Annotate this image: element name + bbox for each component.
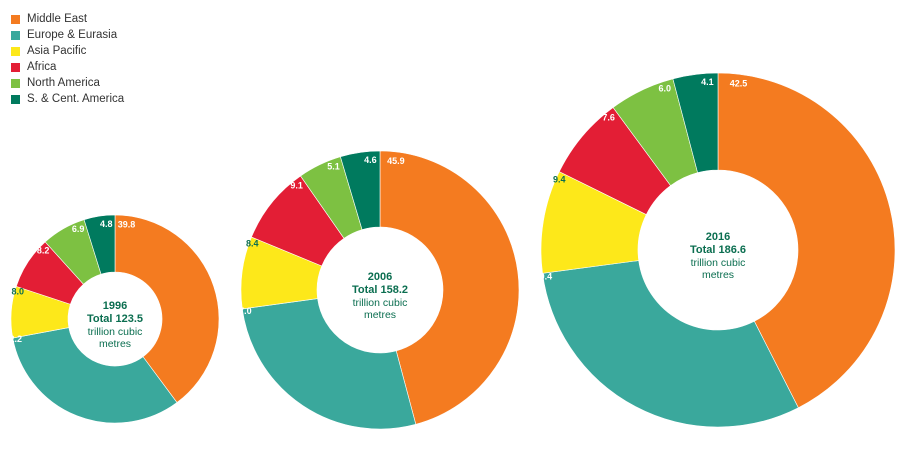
center-total: Total 123.5	[87, 313, 143, 325]
value-label: 6.0	[658, 84, 671, 94]
legend-item-europe-eurasia: Europe & Eurasia	[11, 27, 124, 43]
legend: Middle East Europe & Eurasia Asia Pacifi…	[11, 11, 124, 107]
slice-europe-eurasia	[12, 327, 178, 424]
value-label: 32.2	[5, 334, 23, 344]
legend-item-north-america: North America	[11, 75, 124, 91]
legend-swatch	[11, 94, 20, 104]
legend-swatch	[11, 30, 20, 40]
center-unit: trillion cubic	[88, 326, 143, 338]
slice-europe-eurasia	[542, 260, 799, 428]
center-unit: metres	[99, 338, 131, 350]
legend-swatch	[11, 14, 20, 24]
legend-item-s-cent-america: S. & Cent. America	[11, 91, 124, 107]
value-label: 45.9	[387, 156, 405, 166]
legend-label: North America	[27, 77, 100, 89]
center-total: Total 186.6	[690, 244, 746, 256]
center-year: 2006	[368, 271, 392, 283]
value-label: 4.6	[364, 155, 377, 165]
value-label: 6.9	[72, 224, 85, 234]
legend-label: Africa	[27, 61, 57, 73]
legend-label: S. & Cent. America	[27, 93, 125, 105]
slice-s-cent-america	[83, 214, 116, 275]
legend-item-asia-pacific: Asia Pacific	[11, 43, 124, 59]
value-label: 39.8	[118, 220, 136, 230]
legend-swatch	[11, 78, 20, 88]
legend-label: Europe & Eurasia	[27, 29, 118, 41]
value-label: 8.4	[246, 239, 259, 249]
value-label: 9.4	[553, 175, 566, 185]
value-label: 4.8	[100, 219, 113, 229]
value-label: 27.0	[234, 306, 252, 316]
center-unit: trillion cubic	[353, 297, 408, 309]
slice-s-cent-america	[672, 72, 719, 174]
slice-middle-east	[379, 150, 520, 425]
legend-item-africa: Africa	[11, 59, 124, 75]
value-label: 4.1	[701, 77, 714, 87]
legend-label: Middle East	[27, 13, 88, 25]
center-year: 1996	[103, 300, 127, 312]
center-unit: metres	[364, 309, 396, 321]
value-label: 30.4	[535, 271, 553, 281]
legend-label: Asia Pacific	[27, 45, 87, 57]
center-total: Total 158.2	[352, 284, 408, 296]
slice-middle-east	[717, 72, 896, 409]
slice-s-cent-america	[340, 150, 381, 230]
center-year: 2016	[706, 231, 730, 243]
value-label: 8.0	[12, 287, 25, 297]
center-unit: trillion cubic	[691, 257, 746, 269]
slice-europe-eurasia	[241, 298, 417, 430]
value-label: 5.1	[327, 161, 340, 171]
legend-swatch	[11, 46, 20, 56]
value-label: 7.6	[602, 112, 615, 122]
legend-swatch	[11, 62, 20, 72]
value-label: 42.5	[730, 78, 748, 88]
center-unit: metres	[702, 269, 734, 281]
value-label: 9.1	[290, 180, 303, 190]
value-label: 8.2	[37, 245, 50, 255]
slice-middle-east	[114, 214, 220, 403]
legend-item-middle-east: Middle East	[11, 11, 124, 27]
